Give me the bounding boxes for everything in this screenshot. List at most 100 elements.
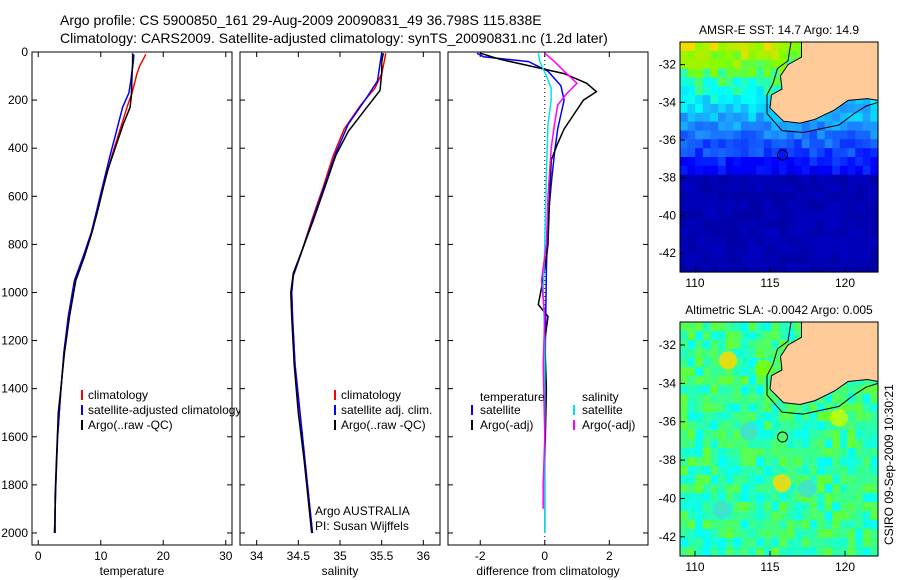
map-cell xyxy=(710,139,719,149)
map-cell xyxy=(718,254,727,264)
map-cell xyxy=(756,218,765,229)
map-cell xyxy=(870,403,879,413)
map-cell xyxy=(839,520,849,530)
map-cell xyxy=(794,245,803,255)
map-cell xyxy=(718,227,727,238)
map-cell xyxy=(702,59,711,70)
map-cell xyxy=(801,236,810,246)
map-cell xyxy=(733,529,742,539)
map-cell xyxy=(794,227,803,238)
map-cell xyxy=(687,192,696,202)
map-cell xyxy=(847,263,856,273)
map-cell xyxy=(680,421,689,431)
depth-tick-label: 1200 xyxy=(1,334,28,348)
map-cell xyxy=(817,547,826,557)
map-cell xyxy=(756,245,765,255)
map-cell xyxy=(702,236,711,246)
map-cell xyxy=(756,484,765,494)
map-cell xyxy=(824,174,833,185)
map-cell xyxy=(733,448,742,458)
map-cell xyxy=(809,466,818,476)
map-cell xyxy=(794,218,803,229)
map-cell xyxy=(809,210,818,220)
map-cell xyxy=(847,227,856,238)
map-cell xyxy=(779,236,788,246)
map-cell xyxy=(702,439,711,449)
map-cell xyxy=(870,412,879,422)
map-cell xyxy=(695,192,704,202)
map-cell xyxy=(839,511,849,521)
map-cell xyxy=(756,192,765,202)
map-cell xyxy=(855,502,864,512)
map-cell xyxy=(817,263,826,273)
lon-tick-label: 110 xyxy=(685,276,704,290)
map-cell xyxy=(748,520,757,530)
map-cell xyxy=(740,68,750,78)
map-cell xyxy=(847,475,856,485)
map-cell xyxy=(847,421,856,431)
map-cell xyxy=(680,448,689,458)
map-cell xyxy=(718,192,727,202)
x-tick-label: 0 xyxy=(35,549,42,563)
map-cell xyxy=(801,511,810,521)
map-cell xyxy=(687,254,696,264)
map-cell xyxy=(855,529,864,539)
map-cell xyxy=(847,385,856,395)
map-cell xyxy=(733,201,742,211)
map-cell xyxy=(680,412,689,422)
map-cell xyxy=(756,412,765,422)
map-cell xyxy=(702,95,711,105)
map-cell xyxy=(756,95,765,105)
map-cell xyxy=(839,263,849,273)
map-cell xyxy=(794,547,803,557)
map-cell xyxy=(832,263,841,273)
map-cell xyxy=(832,148,841,158)
map-cell xyxy=(733,376,742,386)
map-cell xyxy=(763,412,772,422)
map-cell xyxy=(855,412,864,422)
map-cell xyxy=(839,210,849,220)
map-cell xyxy=(847,165,856,176)
map-cell xyxy=(687,358,696,368)
map-cell xyxy=(756,430,765,440)
map-cell xyxy=(763,430,772,440)
map-cell xyxy=(680,484,689,494)
map-cell xyxy=(756,376,765,386)
map-cell xyxy=(817,148,826,158)
map-cell xyxy=(748,529,757,539)
map-cell xyxy=(801,210,810,220)
map-cell xyxy=(725,493,734,503)
map-cell xyxy=(718,394,727,404)
map-cell xyxy=(695,403,704,413)
map-cell xyxy=(832,236,841,246)
map-cell xyxy=(855,484,864,494)
legend-label: satellite adj. clim. xyxy=(341,403,432,417)
map-cell xyxy=(763,157,772,167)
map-cell xyxy=(862,457,871,467)
map-cell xyxy=(870,218,879,229)
map-cell xyxy=(870,466,879,476)
map-cell xyxy=(763,139,772,149)
map-cell xyxy=(725,466,734,476)
map-cell xyxy=(687,529,696,539)
map-cell xyxy=(702,475,711,485)
map-cell xyxy=(847,493,856,503)
map-cell xyxy=(725,210,734,220)
map-cell xyxy=(771,358,780,368)
map-cell xyxy=(870,210,879,220)
map-cell xyxy=(718,385,727,395)
map-cell xyxy=(786,218,795,229)
map-cell xyxy=(710,403,719,413)
map-cell xyxy=(680,430,689,440)
map-cell xyxy=(771,157,780,167)
map-cell xyxy=(725,520,734,530)
series-line-salinity-satellite xyxy=(537,53,552,533)
map-cell xyxy=(687,520,696,530)
map-cell xyxy=(794,148,803,158)
map-cell xyxy=(733,157,742,167)
map-cell xyxy=(824,245,833,255)
map-cell xyxy=(763,421,772,431)
map-cell xyxy=(740,183,750,193)
map-cell xyxy=(779,165,788,176)
map-cell xyxy=(824,254,833,264)
